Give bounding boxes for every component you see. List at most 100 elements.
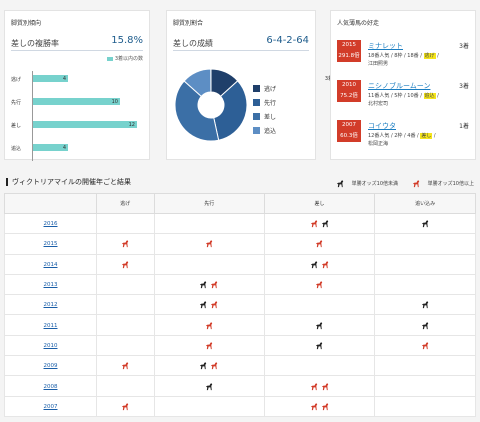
year-link[interactable]: 2012 (43, 302, 58, 309)
result-cell (374, 253, 476, 275)
bar: 10 (33, 98, 120, 105)
horse-black-icon (421, 300, 430, 309)
legend-swatch (253, 113, 260, 120)
year-link[interactable]: 2014 (43, 261, 58, 268)
finish-rank: 3着 (459, 83, 469, 90)
horse-black-icon (421, 321, 430, 330)
bar-row-1: 先行 10 (11, 97, 143, 107)
year-cell: 2015 (4, 233, 97, 255)
bar-label: 追込 (11, 146, 22, 152)
bar-label: 逃げ (11, 77, 22, 83)
result-cell (96, 294, 155, 316)
bar-value: 12 (128, 122, 135, 128)
table-row: 2008 (4, 375, 476, 397)
horse-red-icon (321, 402, 330, 411)
result-cell (153, 355, 265, 377)
year-link[interactable]: 2009 (43, 363, 58, 370)
horse-red-icon (321, 382, 330, 391)
table-row: 2014 (4, 253, 476, 275)
year-link[interactable]: 2010 (43, 342, 58, 349)
results-table: 逃げ 先行 差し 追い込み 2016 2015 2014 2013 2012 2011 2010 2… (4, 193, 476, 417)
table-row: 2015 (4, 233, 476, 255)
year-link[interactable]: 2013 (43, 282, 58, 289)
year-link[interactable]: 2011 (43, 322, 58, 329)
tendency-headline-label: 差しの複勝率 (11, 39, 59, 48)
horse-name-link[interactable]: ミナレット (368, 42, 403, 50)
year-cell: 2012 (4, 294, 97, 316)
year-link[interactable]: 2015 (43, 241, 58, 248)
bar-axis (32, 71, 33, 161)
table-row: 2013 (4, 273, 476, 296)
result-cell (263, 355, 376, 377)
result-cell (263, 294, 376, 316)
legend-swatch (253, 99, 260, 106)
horse-red-icon (121, 361, 130, 370)
horse-info: 11番人気 / 5枠 / 10番 / 追込 / (368, 93, 439, 99)
pie-slice-3 (183, 68, 212, 98)
ratio-headline: 差しの成績 6-4-2-64 (173, 35, 309, 51)
popular-item: 2007 60.3倍 コイウタ 1着 12番人気 / 2枠 / 4番 / 差し / 松岡正… (337, 120, 469, 150)
pie-slice-1 (213, 80, 248, 141)
year-link[interactable]: 2007 (43, 403, 58, 410)
result-cell (96, 314, 155, 336)
horse-red-icon (421, 341, 430, 350)
result-cell (96, 233, 155, 255)
horse-name-link[interactable]: ニシノブルームーン (368, 82, 431, 90)
horse-red-icon (210, 300, 219, 309)
legend-name: 先行 (264, 100, 277, 107)
jockey-name: 江田照男 (368, 61, 389, 67)
bar-value: 10 (111, 99, 118, 105)
horse-red-icon (210, 361, 219, 370)
year-cell: 2016 (4, 212, 97, 235)
result-cell (96, 212, 155, 235)
ratio-title: 脚質別割合 (173, 20, 204, 27)
legend-name: 逃げ (264, 86, 277, 93)
horse-red-icon (412, 179, 421, 188)
table-row: 2007 (4, 395, 476, 417)
result-cell (96, 395, 155, 417)
legend-high: 単勝オッズ10倍以上 (406, 179, 474, 188)
year-cell: 2014 (4, 253, 97, 275)
result-cell (374, 212, 476, 235)
result-cell (153, 294, 265, 316)
bar-label: 先行 (11, 100, 22, 106)
result-cell (153, 375, 265, 397)
horse-red-icon (121, 239, 130, 248)
result-cell (374, 314, 476, 336)
legend-swatch (253, 85, 260, 92)
year-link[interactable]: 2016 (43, 221, 58, 228)
horse-black-icon (199, 280, 208, 289)
bar: 4 (33, 75, 68, 82)
result-cell (153, 253, 265, 275)
horse-red-icon (315, 280, 324, 289)
horse-red-icon (310, 402, 319, 411)
result-cell (374, 233, 476, 255)
result-cell (263, 395, 376, 417)
jockey-name: 松岡正海 (368, 141, 389, 147)
result-cell (263, 375, 376, 397)
horse-red-icon (210, 280, 219, 289)
bar-row-2: 差し 12 (11, 120, 143, 130)
horse-red-icon (121, 260, 130, 269)
tendency-title: 脚質別傾向 (11, 20, 42, 27)
column-header: 逃げ (96, 193, 155, 214)
legend-low: 単勝オッズ10倍未満 (330, 180, 398, 188)
column-header: 追い込み (374, 193, 476, 214)
bar-row-3: 追込 4 (11, 143, 143, 153)
running-style-badge: 差し (420, 133, 433, 139)
tendency-panel: 脚質別傾向 差しの複勝率 15.8% 3着以内の数 逃げ 4 先行 10 差し 12 追込 4 (4, 10, 150, 161)
horse-info: 18番人気 / 8枠 / 18番 / 逃げ / (368, 53, 439, 59)
horse-black-icon (421, 219, 430, 228)
result-cell (96, 334, 155, 357)
horse-info: 12番人気 / 2枠 / 4番 / 差し / (368, 133, 436, 139)
finish-rank: 3着 (459, 43, 469, 50)
horse-red-icon (315, 239, 324, 248)
legend-name: 追込 (264, 128, 277, 135)
tendency-headline: 差しの複勝率 15.8% (11, 35, 143, 51)
year-odds-badge: 2010 75.2倍 (337, 80, 361, 102)
year-link[interactable]: 2008 (43, 383, 58, 390)
ratio-pie-chart (174, 68, 248, 142)
result-cell (153, 395, 265, 417)
horse-name-link[interactable]: コイウタ (368, 122, 396, 130)
result-cell (263, 314, 376, 336)
